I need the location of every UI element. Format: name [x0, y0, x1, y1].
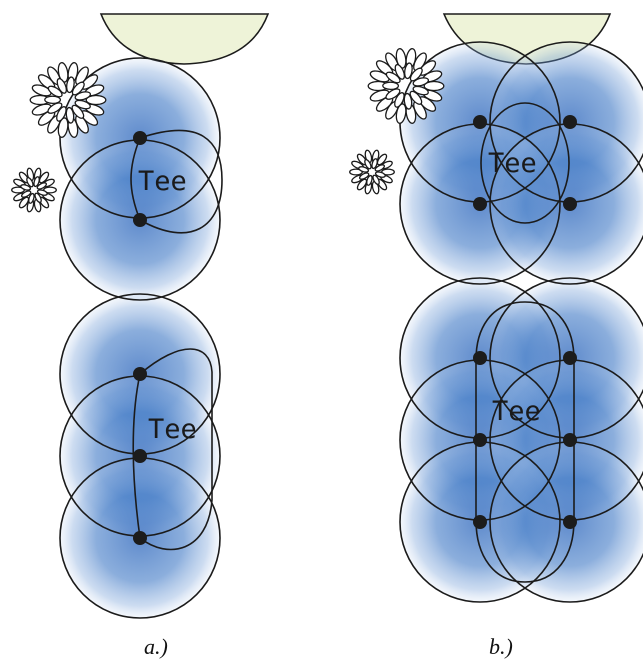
- tree-icon: [11, 167, 57, 213]
- green-a: [99, 13, 270, 65]
- sprinkler-head: [133, 367, 147, 381]
- sprinkler-head: [563, 115, 577, 129]
- tee-label-upper-a: Tee: [138, 166, 187, 197]
- sprinkler-head: [563, 515, 577, 529]
- sprinkler-head: [133, 213, 147, 227]
- tee-label-upper-b: Tee: [488, 148, 537, 179]
- sprinkler-head: [133, 131, 147, 145]
- tee-label-lower-a: Tee: [148, 414, 197, 445]
- sprinkler-head: [473, 515, 487, 529]
- tee-box-upper-b: [480, 102, 570, 224]
- sprinkler-head: [473, 433, 487, 447]
- sprinkler-head: [563, 197, 577, 211]
- tee-box-lower-a: [132, 348, 213, 551]
- sprinkler-head: [563, 433, 577, 447]
- sprinkler-head: [133, 449, 147, 463]
- panel-a: Tee Tee: [11, 13, 270, 619]
- tee-box-lower-b: [475, 301, 575, 583]
- tree-icon: [29, 62, 107, 138]
- tree-icon: [367, 48, 445, 124]
- sprinkler-head: [473, 197, 487, 211]
- sprinkler-head: [133, 531, 147, 545]
- panel-b: Tee Tee: [349, 13, 643, 603]
- sprinkler-head: [473, 351, 487, 365]
- tree-icon: [349, 149, 395, 195]
- sprinkler-head: [563, 351, 577, 365]
- tee-box-upper-a: [130, 129, 223, 234]
- coverage-field-b: [400, 42, 643, 602]
- caption-b: b.): [489, 634, 513, 659]
- sprinkler-head: [473, 115, 487, 129]
- caption-a: a.): [144, 634, 168, 659]
- tee-label-lower-b: Tee: [492, 396, 541, 427]
